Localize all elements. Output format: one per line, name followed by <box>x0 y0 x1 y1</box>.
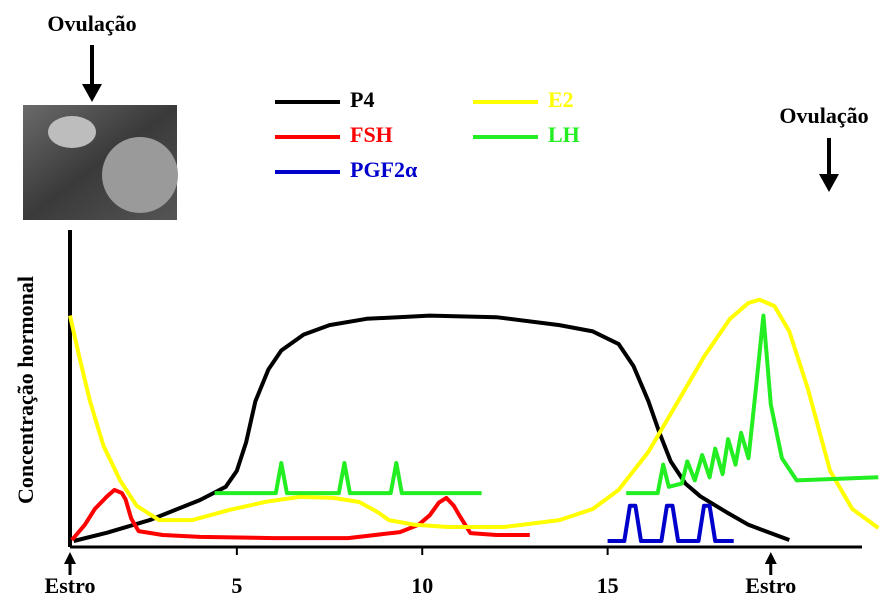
series-line <box>68 297 880 530</box>
photo-shape <box>102 137 178 213</box>
x-tick-label: Estro <box>45 573 96 598</box>
legend-label: PGF2α <box>350 157 418 182</box>
series-line <box>70 487 530 542</box>
arrow-head <box>82 84 102 102</box>
legend-label: P4 <box>350 87 374 112</box>
x-tick-label: 10 <box>411 573 433 598</box>
arrow-head <box>819 174 839 192</box>
legend-label: E2 <box>548 87 574 112</box>
x-tick-label: 15 <box>597 573 619 598</box>
series-line <box>214 313 879 496</box>
x-tick-arrow-head <box>764 552 777 564</box>
series-line <box>73 313 790 543</box>
legend-label: FSH <box>350 122 393 147</box>
annotation: Ovulação <box>779 103 868 128</box>
x-tick-arrow-head <box>64 552 76 564</box>
x-tick-label: Estro <box>745 573 796 598</box>
y-axis-label: Concentração hormonal <box>13 276 38 504</box>
series-line <box>607 503 734 543</box>
x-tick-label: 5 <box>231 573 242 598</box>
legend-label: LH <box>548 122 580 147</box>
annotation: Ovulação <box>47 11 136 36</box>
photo-shape <box>48 116 96 148</box>
